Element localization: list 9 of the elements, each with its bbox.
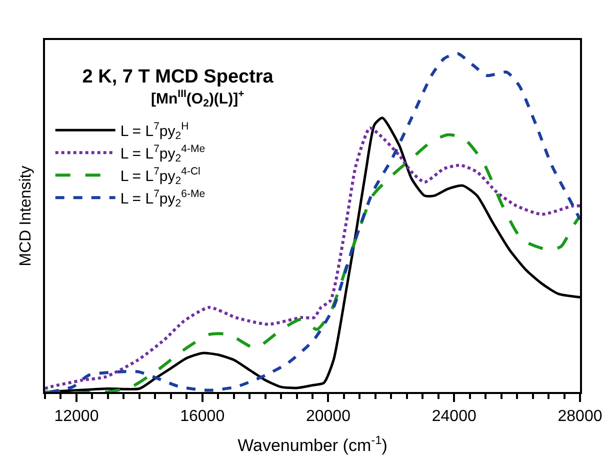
x-tick-label: 16000 bbox=[180, 408, 225, 426]
x-tick-label: 28000 bbox=[558, 408, 602, 426]
text: [Mn$^{III}$(O$_{2}$)(L)]$^{+}$ bbox=[151, 88, 244, 110]
x-tick-label: 20000 bbox=[306, 408, 351, 426]
x-axis-title: Wavenumber (cm$^{-1}$) bbox=[238, 432, 388, 456]
x-tick-label: 12000 bbox=[54, 408, 99, 426]
text: 2 K, 7 T MCD Spectra bbox=[82, 66, 274, 88]
x-tick-label: 24000 bbox=[432, 408, 476, 426]
y-axis-title: MCD Intensity bbox=[17, 166, 34, 266]
